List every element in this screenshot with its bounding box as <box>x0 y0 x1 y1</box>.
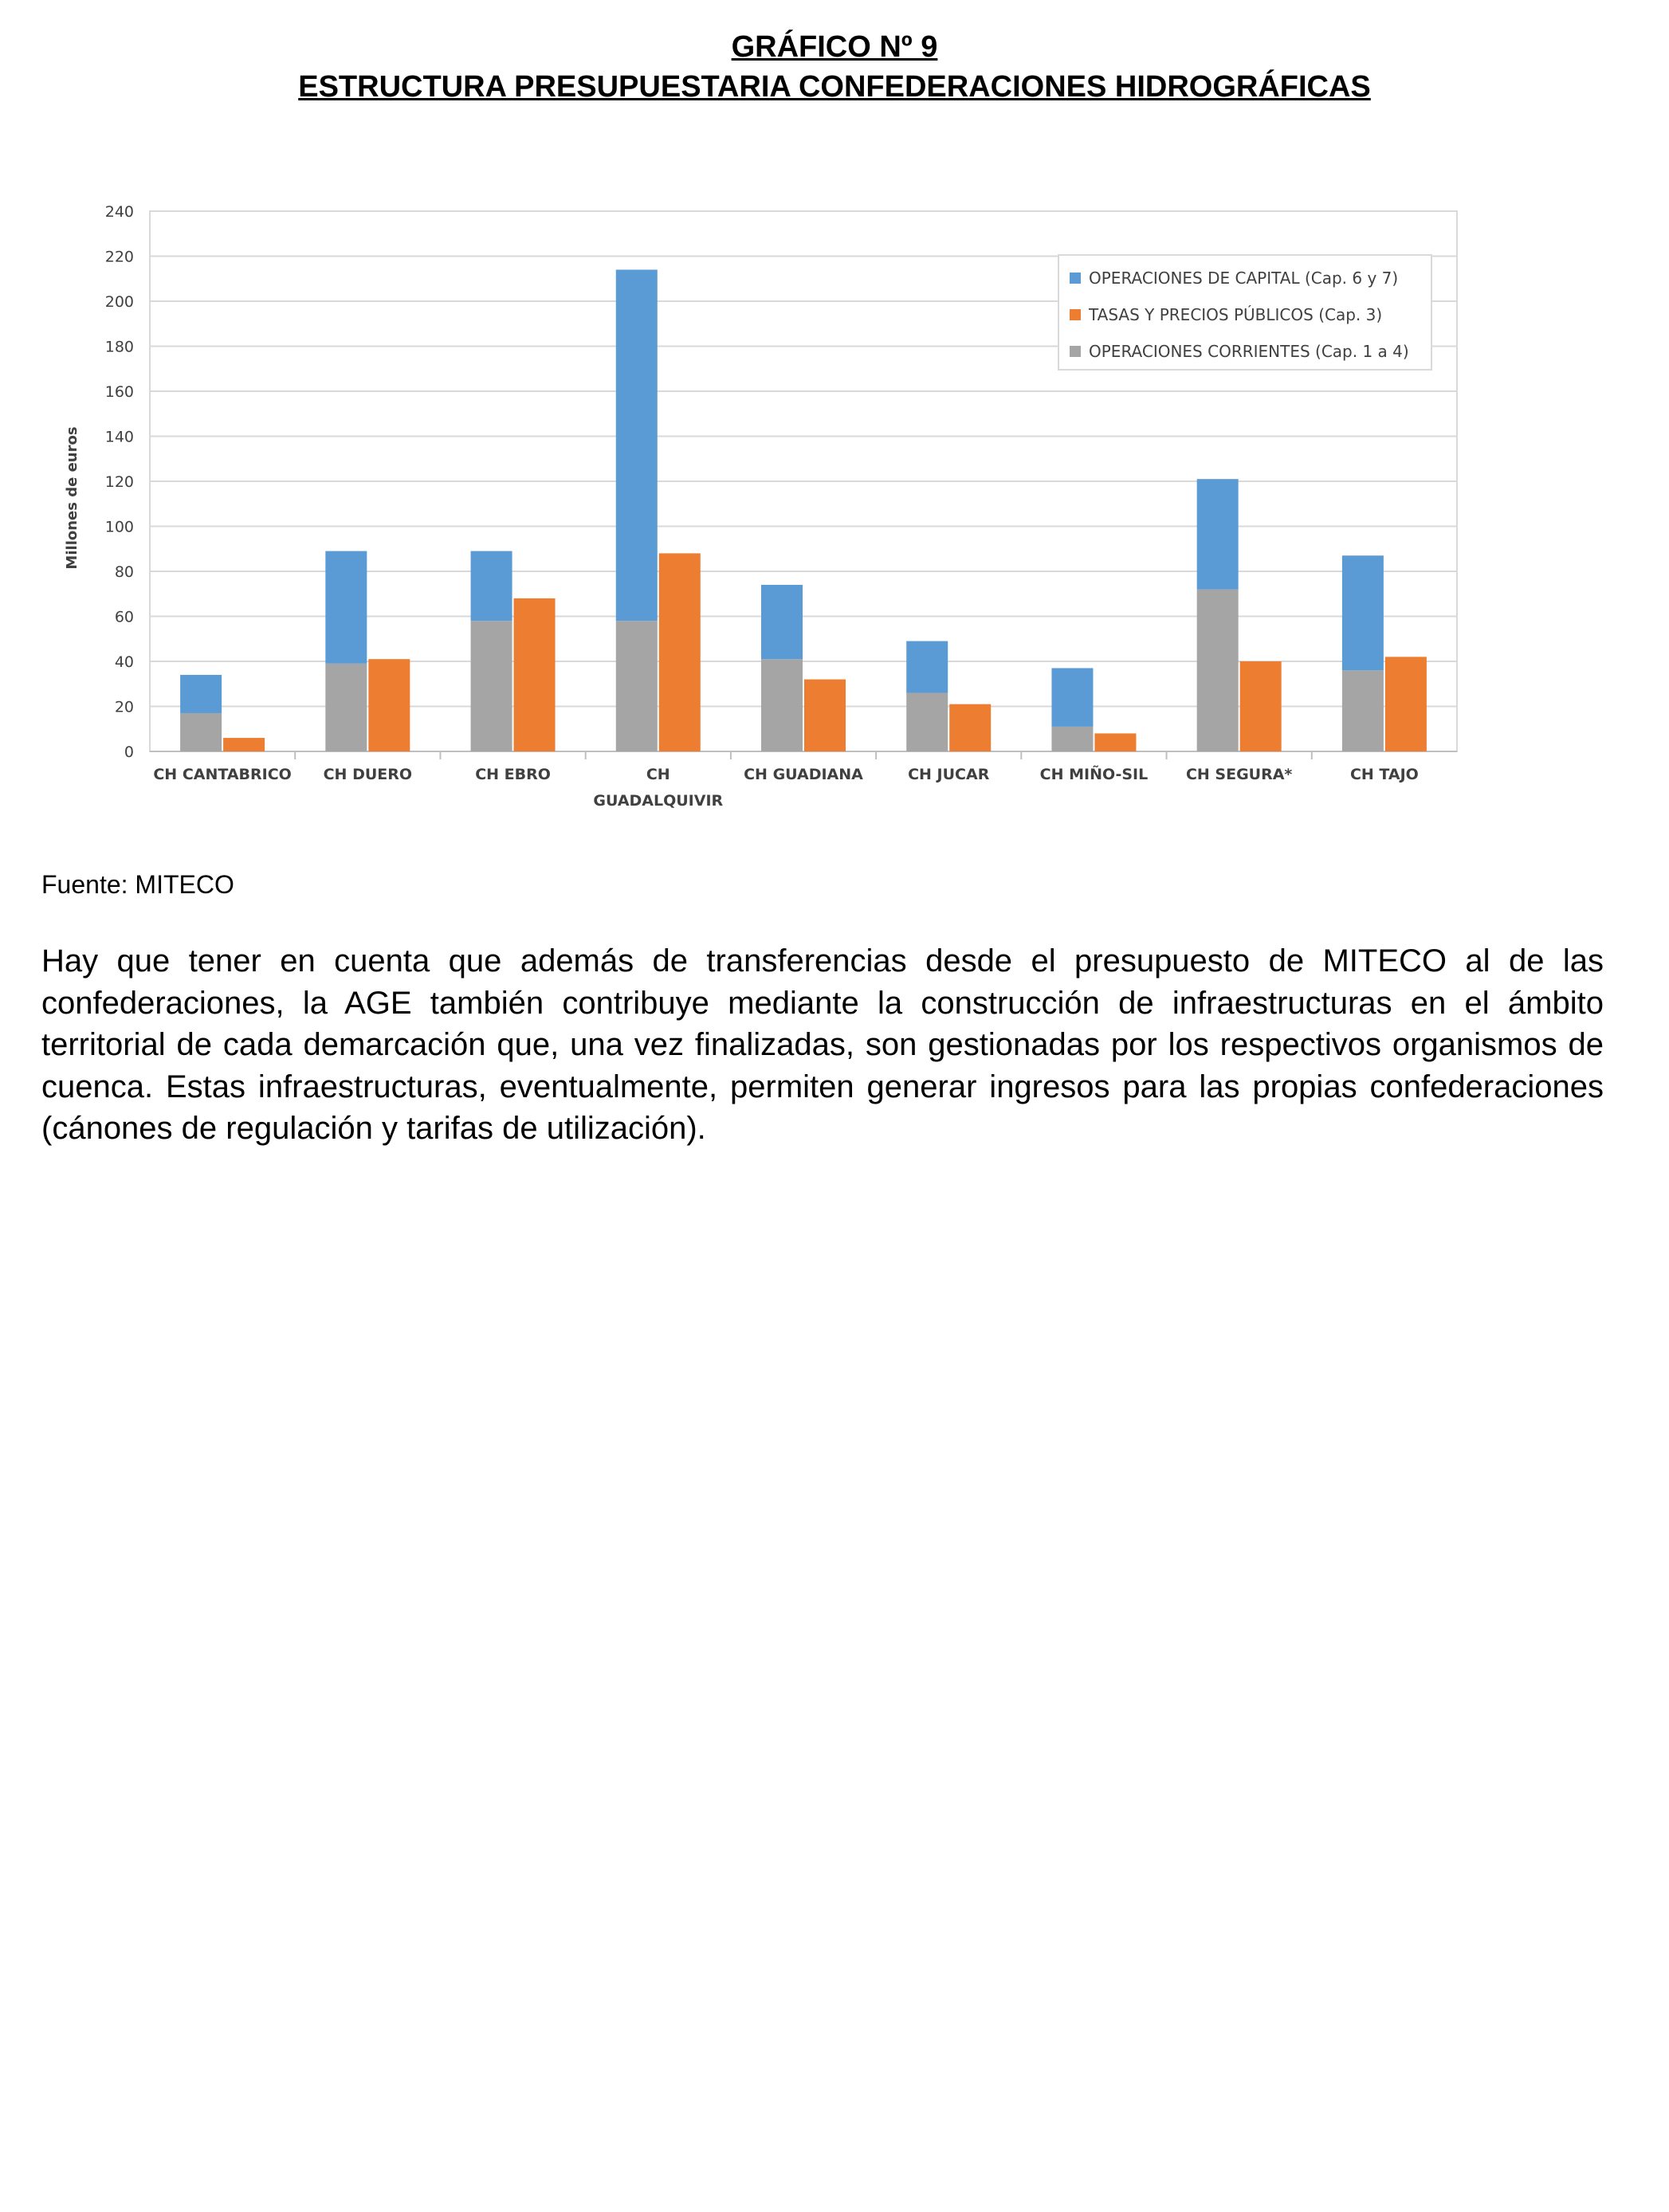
bar-operaciones-capital <box>615 269 658 622</box>
bar-operaciones-corrientes <box>761 659 803 751</box>
legend-swatch <box>1070 346 1081 357</box>
legend: OPERACIONES DE CAPITAL (Cap. 6 y 7) TASAS… <box>1058 254 1432 371</box>
bar-operaciones-capital <box>1051 668 1094 727</box>
x-axis-ticks: CH CANTABRICO CH DUERO CH EBRO CH GUADALQUIV… <box>153 751 1419 810</box>
bar-operaciones-capital <box>180 674 222 713</box>
bar-tasas-precios <box>658 553 701 751</box>
bar-tasas-precios <box>949 704 992 751</box>
bar-operaciones-corrientes <box>325 663 367 751</box>
bar-operaciones-capital <box>906 641 948 693</box>
x-tick-label: CH SEGURA* <box>1186 766 1292 783</box>
x-tick-label: CH GUADIANA <box>744 766 863 783</box>
y-tick-label: 80 <box>115 563 134 581</box>
x-tick-label: CH CANTABRICO <box>153 766 291 783</box>
y-tick-label: 40 <box>115 653 134 671</box>
y-tick-label: 160 <box>105 383 134 401</box>
x-tick-label: CH DUERO <box>324 766 412 783</box>
bar-tasas-precios <box>223 738 265 751</box>
bar-tasas-precios <box>804 679 846 751</box>
bar-operaciones-capital <box>470 551 512 622</box>
bar-chart: 0 20 40 60 80 100 120 140 160 180 200 220 240 CH CAN… <box>64 203 1458 810</box>
x-tick-label: CH TAJO <box>1350 766 1419 783</box>
legend-swatch <box>1070 273 1081 284</box>
y-axis-ticks: 0 20 40 60 80 100 120 140 160 180 200 220 240 <box>105 203 134 761</box>
bar-tasas-precios <box>513 598 556 751</box>
chart-title-line1: GRÁFICO Nº 9 <box>731 30 938 64</box>
y-tick-label: 120 <box>105 473 134 491</box>
body-paragraph: Hay que tener en cuenta que además de tr… <box>41 943 1604 1146</box>
legend-box <box>1058 254 1432 371</box>
y-tick-label: 20 <box>115 699 134 716</box>
legend-label: OPERACIONES CORRIENTES (Cap. 1 a 4) <box>1089 342 1409 361</box>
y-tick-label: 200 <box>105 293 134 311</box>
bar-operaciones-corrientes <box>1196 589 1239 751</box>
bar-operaciones-corrientes <box>906 692 948 751</box>
bar-operaciones-capital <box>1341 555 1384 671</box>
x-tick-label: CH MIÑO-SIL <box>1040 764 1149 783</box>
bar-operaciones-corrientes <box>180 712 222 751</box>
bar-operaciones-corrientes <box>1341 670 1384 751</box>
bar-tasas-precios <box>1384 657 1427 751</box>
y-tick-label: 140 <box>105 429 134 446</box>
x-tick-label: CH <box>646 766 670 783</box>
bar-operaciones-capital <box>325 551 367 664</box>
legend-swatch <box>1070 309 1081 320</box>
chart-title-line2: ESTRUCTURA PRESUPUESTARIA CONFEDERACIONE… <box>298 70 1371 104</box>
source-note: Fuente: MITECO <box>41 870 234 899</box>
y-tick-label: 220 <box>105 249 134 266</box>
bar-operaciones-corrientes <box>615 621 658 751</box>
bar-operaciones-capital <box>1196 479 1239 590</box>
bar-operaciones-capital <box>761 584 803 660</box>
bar-tasas-precios <box>1094 733 1137 751</box>
y-tick-label: 180 <box>105 339 134 356</box>
bar-tasas-precios <box>368 659 410 751</box>
x-tick-label: CH EBRO <box>475 766 551 783</box>
y-tick-label: 0 <box>124 743 134 761</box>
bar-tasas-precios <box>1239 661 1282 751</box>
y-tick-label: 60 <box>115 609 134 626</box>
y-tick-label: 100 <box>105 519 134 536</box>
x-tick-label: GUADALQUIVIR <box>593 792 723 810</box>
legend-label: TASAS Y PRECIOS PÚBLICOS (Cap. 3) <box>1088 305 1382 324</box>
bar-operaciones-corrientes <box>1051 726 1094 751</box>
bars <box>180 269 1427 751</box>
legend-label: OPERACIONES DE CAPITAL (Cap. 6 y 7) <box>1089 269 1398 288</box>
y-axis-label: Millones de euros <box>64 426 81 569</box>
x-tick-label: CH JUCAR <box>908 766 990 783</box>
y-tick-label: 240 <box>105 203 134 221</box>
bar-operaciones-corrientes <box>470 621 512 751</box>
